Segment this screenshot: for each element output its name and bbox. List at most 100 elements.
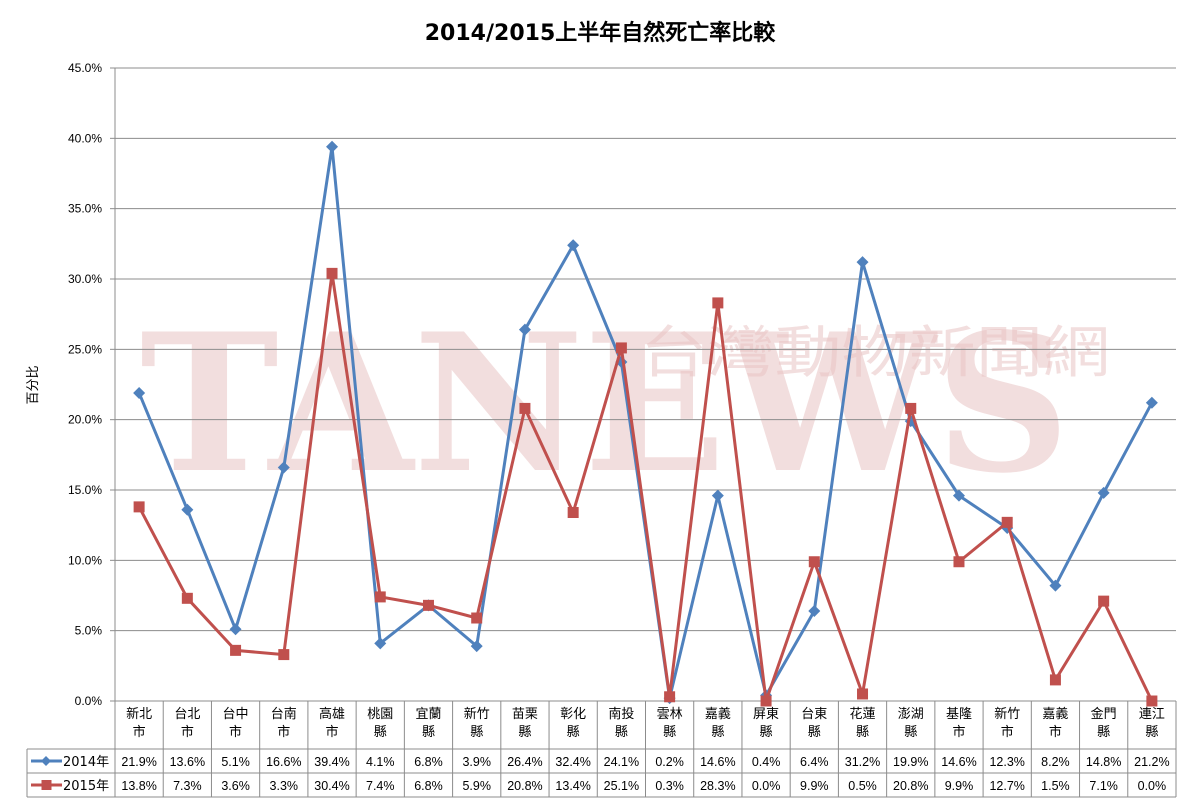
- y-axis-label: 百分比: [26, 365, 41, 404]
- table-cell: 14.6%: [700, 755, 735, 769]
- table-cell: 32.4%: [555, 755, 590, 769]
- category-label: 嘉義市: [1042, 706, 1068, 740]
- y-tick-label: 0.0%: [75, 694, 103, 708]
- watermark: TANEWS 台灣動物新聞網: [140, 292, 1110, 515]
- data-point: [278, 649, 290, 661]
- table-cell: 28.3%: [700, 779, 735, 793]
- table-cell: 19.9%: [893, 755, 928, 769]
- data-point: [326, 267, 338, 279]
- data-point: [615, 342, 627, 354]
- table-cell: 25.1%: [604, 779, 639, 793]
- table-cell: 31.2%: [845, 755, 880, 769]
- table-cell: 7.3%: [173, 779, 202, 793]
- table-cell: 13.6%: [170, 755, 205, 769]
- category-label: 嘉義縣: [705, 706, 731, 740]
- y-tick-label: 15.0%: [68, 483, 102, 497]
- table-cell: 7.4%: [366, 779, 395, 793]
- category-label: 基隆市: [946, 707, 972, 740]
- category-label: 金門縣: [1091, 706, 1117, 740]
- category-label: 澎湖縣: [898, 707, 924, 740]
- data-point: [953, 556, 965, 568]
- table-cell: 4.1%: [366, 755, 395, 769]
- data-point: [1146, 695, 1158, 707]
- category-label: 台南市: [271, 706, 297, 740]
- series-lines: [133, 140, 1158, 707]
- data-point: [952, 489, 965, 502]
- data-point: [133, 501, 145, 513]
- table-cell: 16.6%: [266, 755, 301, 769]
- table-cell: 9.9%: [800, 779, 829, 793]
- table-cell: 8.2%: [1041, 755, 1070, 769]
- data-point: [519, 402, 531, 414]
- y-tick-label: 35.0%: [68, 202, 102, 216]
- data-point: [374, 591, 386, 603]
- grid-lines: [110, 67, 1176, 702]
- data-point: [664, 691, 676, 703]
- table-cell: 14.8%: [1086, 755, 1121, 769]
- data-point: [229, 623, 242, 636]
- table-cell: 13.4%: [555, 779, 590, 793]
- category-label: 彰化縣: [560, 706, 586, 740]
- data-point: [760, 695, 772, 707]
- data-point: [857, 688, 869, 700]
- table-cell: 0.2%: [655, 755, 684, 769]
- category-label: 雲林縣: [657, 707, 683, 740]
- data-point: [133, 386, 146, 399]
- table-cell: 0.0%: [1138, 779, 1167, 793]
- table-cell: 30.4%: [314, 779, 349, 793]
- table-cell: 0.4%: [752, 755, 781, 769]
- data-point: [1145, 396, 1158, 409]
- series-line-1: [137, 271, 1154, 703]
- watermark-site-name: 台灣動物新聞網: [640, 321, 1110, 386]
- y-tick-label: 10.0%: [68, 553, 102, 567]
- table-cell: 14.6%: [941, 755, 976, 769]
- y-tick-label: 25.0%: [68, 342, 102, 356]
- category-label: 南投縣: [608, 706, 634, 740]
- table-cell: 7.1%: [1089, 779, 1118, 793]
- data-point: [1049, 674, 1061, 686]
- legend-entry: 2015年: [63, 779, 109, 794]
- data-point: [808, 556, 820, 568]
- category-label: 新竹市: [994, 706, 1020, 740]
- category-label: 苗栗縣: [512, 707, 538, 740]
- table-cell: 6.8%: [414, 779, 443, 793]
- table-cell: 6.4%: [800, 755, 829, 769]
- table-cell: 5.1%: [221, 755, 250, 769]
- data-point: [374, 637, 387, 650]
- y-tick-label: 30.0%: [68, 272, 102, 286]
- y-tick-label: 20.0%: [68, 413, 102, 427]
- category-label: 新竹縣: [464, 706, 490, 740]
- table-cell: 21.2%: [1134, 755, 1169, 769]
- category-label: 新北市: [126, 706, 152, 740]
- table-cell: 0.5%: [848, 779, 877, 793]
- legend-key-marker: [41, 780, 52, 790]
- y-tick-labels: 0.0% 5.0% 10.0% 15.0% 20.0% 25.0% 30.0% 35.0% 40…: [68, 61, 102, 708]
- table-cell: 5.9%: [462, 779, 491, 793]
- table-cell: 21.9%: [121, 755, 156, 769]
- table-cell: 39.4%: [314, 755, 349, 769]
- y-tick-label: 45.0%: [68, 61, 102, 75]
- data-point: [518, 323, 531, 336]
- category-label: 屏東縣: [753, 706, 779, 740]
- data-point: [856, 256, 869, 269]
- category-label: 台北市: [174, 707, 200, 740]
- data-table: 新北市台北市台中市台南市高雄市桃園縣宜蘭縣新竹縣苗栗縣彰化縣南投縣雲林縣嘉義縣屏…: [26, 701, 1177, 798]
- table-cell: 12.3%: [989, 755, 1024, 769]
- table-cell: 20.8%: [507, 779, 542, 793]
- data-point: [711, 489, 724, 502]
- data-point: [567, 507, 579, 519]
- category-label: 宜蘭縣: [415, 706, 441, 740]
- category-label: 連江縣: [1139, 707, 1165, 740]
- table-cell: 3.3%: [270, 779, 299, 793]
- data-point: [471, 612, 483, 624]
- data-point: [808, 604, 821, 617]
- data-point: [181, 592, 193, 604]
- category-label: 花蓮縣: [850, 706, 876, 740]
- table-cell: 3.6%: [221, 779, 250, 793]
- data-point: [230, 644, 242, 656]
- data-point: [470, 640, 483, 653]
- table-cell: 0.3%: [655, 779, 684, 793]
- legend-key-marker: [41, 756, 51, 766]
